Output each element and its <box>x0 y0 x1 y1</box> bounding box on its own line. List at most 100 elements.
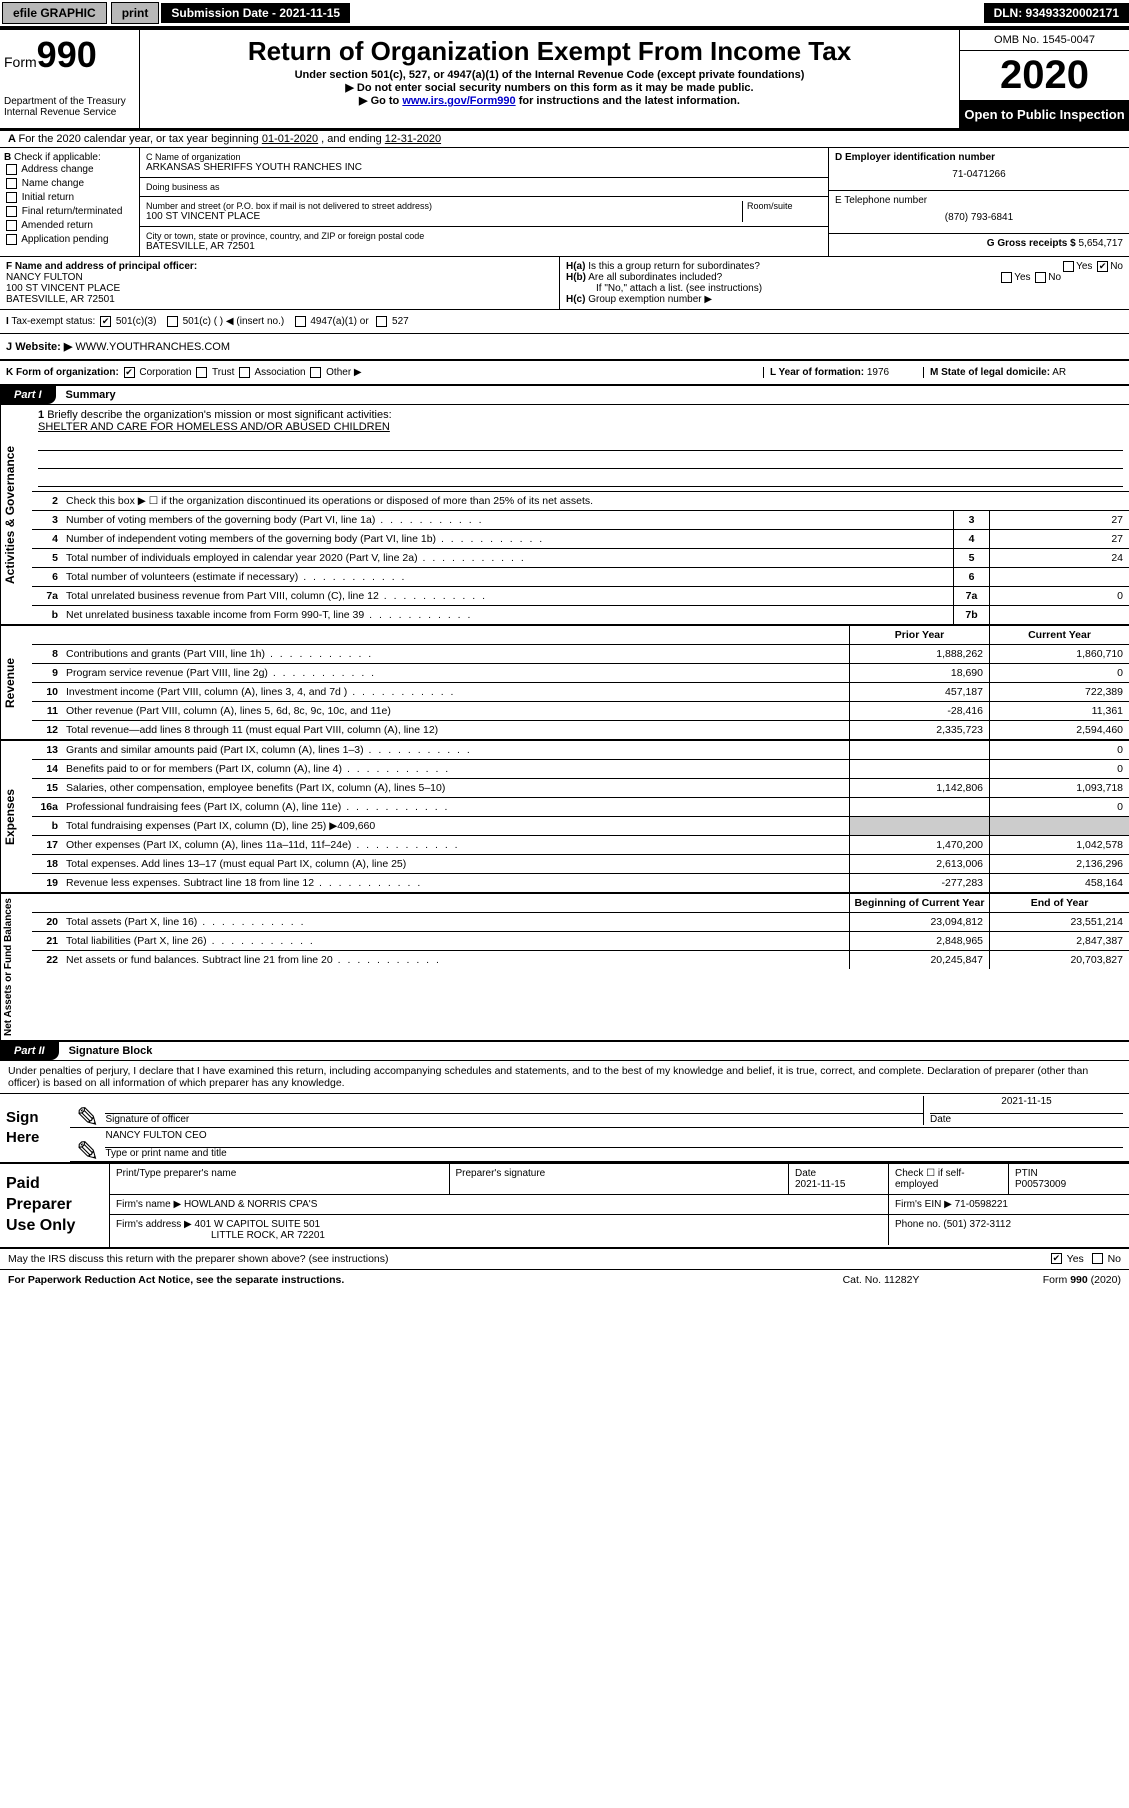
city-cell: City or town, state or province, country… <box>140 227 828 256</box>
v6 <box>989 568 1129 586</box>
cb-other[interactable] <box>310 367 321 378</box>
gross-cell: G Gross receipts $ 5,654,717 <box>829 234 1129 253</box>
ein-cell: D Employer identification number 71-0471… <box>829 148 1129 191</box>
side-rev: Revenue <box>0 626 32 739</box>
sec-activities: Activities & Governance 1 Briefly descri… <box>0 405 1129 626</box>
tax-exempt-row: I Tax-exempt status: 501(c)(3) 501(c) ( … <box>0 310 1129 334</box>
firm-ein: 71-0598221 <box>955 1199 1008 1210</box>
submission-date: Submission Date - 2021-11-15 <box>161 3 350 23</box>
part2-header: Part II Signature Block <box>0 1042 1129 1061</box>
gross-value: 5,654,717 <box>1079 238 1124 249</box>
sign-date: 2021-11-15 <box>930 1096 1123 1114</box>
principal-officer: F Name and address of principal officer:… <box>0 257 560 309</box>
col-b: B Check if applicable: Address change Na… <box>0 148 140 256</box>
sec-revenue: Revenue Prior YearCurrent Year 8Contribu… <box>0 626 1129 741</box>
phone-cell: E Telephone number (870) 793-6841 <box>829 191 1129 234</box>
korg-row: K Form of organization: Corporation Trus… <box>0 361 1129 386</box>
v7b <box>989 606 1129 624</box>
cb-name-change[interactable]: Name change <box>4 177 135 191</box>
officer-street: 100 ST VINCENT PLACE <box>6 283 120 294</box>
firm-phone: (501) 372-3112 <box>943 1219 1011 1230</box>
year-formation: 1976 <box>867 367 889 378</box>
v3: 27 <box>989 511 1129 529</box>
cb-corp[interactable] <box>124 367 135 378</box>
website-row: J Website: ▶ WWW.YOUTHRANCHES.COM <box>0 334 1129 361</box>
v5: 24 <box>989 549 1129 567</box>
part1-title: Summary <box>56 386 126 404</box>
discuss-row: May the IRS discuss this return with the… <box>0 1249 1129 1270</box>
part1-badge: Part I <box>0 386 56 404</box>
ha-yes-cb[interactable] <box>1063 261 1074 272</box>
pen-icon: ✎ <box>76 1111 99 1125</box>
perjury-text: Under penalties of perjury, I declare th… <box>0 1061 1129 1094</box>
topbar: efile GRAPHIC print Submission Date - 20… <box>0 0 1129 30</box>
side-ag: Activities & Governance <box>0 405 32 624</box>
side-na: Net Assets or Fund Balances <box>0 894 32 1040</box>
col-c: C Name of organization ARKANSAS SHERIFFS… <box>140 148 829 256</box>
efile-label: efile GRAPHIC <box>2 2 107 24</box>
print-button[interactable]: print <box>111 2 160 24</box>
goto-line: ▶ Go to www.irs.gov/Form990 for instruct… <box>150 94 949 107</box>
discuss-yes-cb[interactable] <box>1051 1253 1062 1264</box>
ha-no-cb[interactable] <box>1097 261 1108 272</box>
website-value: WWW.YOUTHRANCHES.COM <box>75 341 230 353</box>
open-public: Open to Public Inspection <box>960 101 1129 128</box>
cb-501c3[interactable] <box>100 316 111 327</box>
street-value: 100 ST VINCENT PLACE <box>146 211 742 222</box>
prep-date: 2021-11-15 <box>795 1179 845 1190</box>
mission-text: SHELTER AND CARE FOR HOMELESS AND/OR ABU… <box>38 421 390 433</box>
mission-block: 1 Briefly describe the organization's mi… <box>32 405 1129 492</box>
cb-4947[interactable] <box>295 316 306 327</box>
cb-trust[interactable] <box>196 367 207 378</box>
side-exp: Expenses <box>0 741 32 892</box>
goto-link[interactable]: www.irs.gov/Form990 <box>402 95 515 107</box>
irs-label: Internal Revenue Service <box>4 107 135 118</box>
sign-here-block: Sign Here ✎ Signature of officer 2021-11… <box>0 1094 1129 1164</box>
header-right: OMB No. 1545-0047 2020 Open to Public In… <box>959 30 1129 128</box>
cb-application-pending[interactable]: Application pending <box>4 233 135 247</box>
org-name-cell: C Name of organization ARKANSAS SHERIFFS… <box>140 148 828 178</box>
paid-preparer-block: Paid Preparer Use Only Print/Type prepar… <box>0 1164 1129 1248</box>
hb-no-cb[interactable] <box>1035 272 1046 283</box>
checkif-label: Check if applicable: <box>14 152 101 163</box>
hb-yes-cb[interactable] <box>1001 272 1012 283</box>
row-a: A For the 2020 calendar year, or tax yea… <box>0 131 1129 148</box>
ein-value: 71-0471266 <box>835 163 1123 186</box>
sign-here-label: Sign Here <box>0 1094 70 1162</box>
form-prefix: Form <box>4 54 37 70</box>
cb-amended-return[interactable]: Amended return <box>4 219 135 233</box>
cb-501c[interactable] <box>167 316 178 327</box>
section-h: H(a) Is this a group return for subordin… <box>560 257 1129 309</box>
street-cell: Number and street (or P.O. box if mail i… <box>140 197 828 227</box>
form-header: Form990 Department of the Treasury Inter… <box>0 30 1129 131</box>
cb-assoc[interactable] <box>239 367 250 378</box>
cb-final-return[interactable]: Final return/terminated <box>4 205 135 219</box>
org-name: ARKANSAS SHERIFFS YOUTH RANCHES INC <box>146 162 822 173</box>
sec-expenses: Expenses 13Grants and similar amounts pa… <box>0 741 1129 894</box>
grid-fh: F Name and address of principal officer:… <box>0 257 1129 310</box>
footer: For Paperwork Reduction Act Notice, see … <box>0 1270 1129 1290</box>
cb-initial-return[interactable]: Initial return <box>4 191 135 205</box>
tax-year: 2020 <box>960 51 1129 101</box>
cb-address-change[interactable]: Address change <box>4 163 135 177</box>
header-left: Form990 Department of the Treasury Inter… <box>0 30 140 128</box>
nossn-line: ▶ Do not enter social security numbers o… <box>150 81 949 94</box>
form-subtitle: Under section 501(c), 527, or 4947(a)(1)… <box>150 69 949 81</box>
part2-badge: Part II <box>0 1042 59 1060</box>
officer-name: NANCY FULTON <box>6 272 83 283</box>
firm-addr1: 401 W CAPITOL SUITE 501 <box>195 1219 321 1230</box>
dln: DLN: 93493320002171 <box>984 3 1129 23</box>
discuss-no-cb[interactable] <box>1092 1253 1103 1264</box>
officer-city: BATESVILLE, AR 72501 <box>6 294 115 305</box>
form-number: 990 <box>37 34 97 75</box>
dept-treasury: Department of the Treasury <box>4 96 135 107</box>
v4: 27 <box>989 530 1129 548</box>
cb-527[interactable] <box>376 316 387 327</box>
part2-title: Signature Block <box>59 1042 163 1060</box>
officer-printed: NANCY FULTON CEO <box>105 1130 1123 1148</box>
pen-icon: ✎ <box>76 1145 99 1159</box>
omb-number: OMB No. 1545-0047 <box>960 30 1129 51</box>
header-center: Return of Organization Exempt From Incom… <box>140 30 959 128</box>
ptin: P00573009 <box>1015 1179 1066 1190</box>
sec-netassets: Net Assets or Fund Balances Beginning of… <box>0 894 1129 1042</box>
